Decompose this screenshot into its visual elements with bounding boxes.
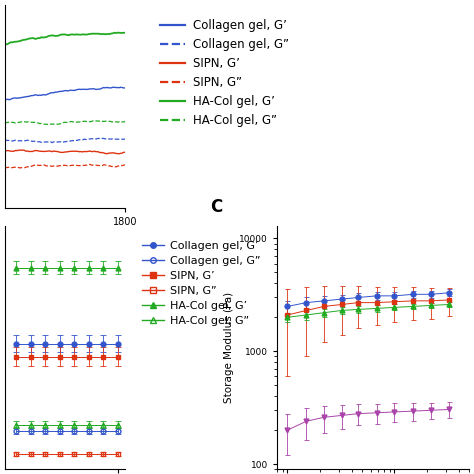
- Y-axis label: Storage Modulus (Pa): Storage Modulus (Pa): [224, 292, 234, 403]
- Legend: Collagen gel, G’, Collagen gel, G”, SIPN, G’, SIPN, G”, HA-Col gel, G’, HA-Col g: Collagen gel, G’, Collagen gel, G”, SIPN…: [137, 236, 265, 330]
- Legend: Collagen gel, G’, Collagen gel, G”, SIPN, G’, SIPN, G”, HA-Col gel, G’, HA-Col g: Collagen gel, G’, Collagen gel, G”, SIPN…: [155, 15, 293, 132]
- Text: C: C: [210, 198, 222, 216]
